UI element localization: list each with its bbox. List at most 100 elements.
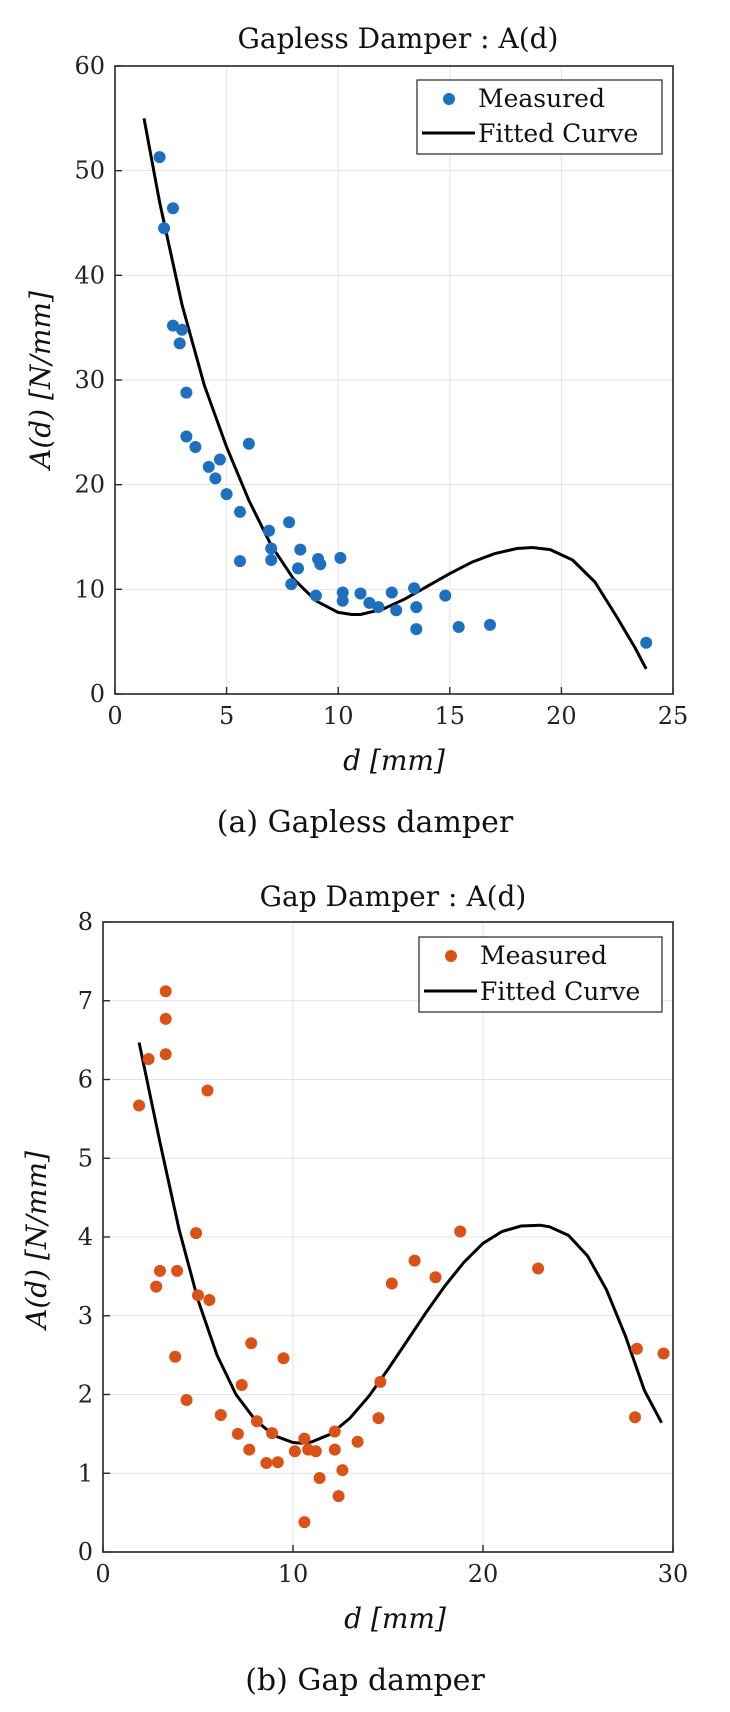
chart-b-title: Gap Damper : A(d) <box>260 880 527 913</box>
b-measured-point <box>243 1443 256 1456</box>
a-measured-point <box>173 337 186 350</box>
chart-a-legend: Measured Fitted Curve <box>416 79 663 155</box>
b-measured-point <box>351 1435 364 1448</box>
chart-b: Gap Damper : A(d) 0 10 20 30 0 1 2 3 4 5 6 7 8 Measu… <box>20 880 688 1698</box>
a-ytick-label-2: 20 <box>74 471 105 499</box>
a-measured-point <box>354 587 367 600</box>
b-measured-point <box>142 1053 155 1065</box>
b-ytick-label-1: 1 <box>78 1459 93 1487</box>
b-measured-point <box>313 1472 326 1484</box>
a-measured-point <box>334 551 347 564</box>
b-measured-point <box>429 1271 442 1284</box>
b-ytick-label-7: 7 <box>78 987 93 1015</box>
b-measured-point <box>214 1409 227 1421</box>
a-measured-point <box>167 202 179 215</box>
b-measured-point <box>328 1425 341 1438</box>
b-xtick-label-0: 0 <box>95 1560 110 1588</box>
b-measured-point <box>629 1411 641 1424</box>
b-measured-point <box>159 985 172 998</box>
b-measured-point <box>235 1379 248 1391</box>
b-measured-point <box>203 1294 216 1306</box>
chart-a-y-axis-label: A(d) [N/mm] <box>24 291 57 472</box>
a-ytick-label-6: 60 <box>74 52 105 80</box>
b-measured-point <box>231 1427 244 1440</box>
chart-b-caption: (b) Gap damper <box>245 1663 485 1698</box>
a-measured-point <box>265 542 278 555</box>
b-xtick-label-2: 20 <box>468 1560 499 1588</box>
a-measured-point <box>336 594 349 607</box>
b-measured-point <box>298 1516 311 1529</box>
b-measured-point <box>245 1337 258 1350</box>
b-measured-point <box>260 1457 273 1469</box>
a-measured-point <box>285 578 298 591</box>
b-measured-point <box>169 1350 182 1363</box>
b-ytick-label-4: 4 <box>78 1223 93 1251</box>
a-measured-point <box>153 151 166 164</box>
chart-a-legend-box <box>416 79 663 155</box>
chart-a: Gapless Damper : A(d) 0 5 10 15 20 25 0 10 20 30 4… <box>24 22 688 840</box>
a-measured-point <box>314 558 327 571</box>
b-measured-point <box>154 1264 166 1277</box>
a-ytick-label-1: 10 <box>74 575 105 603</box>
b-measured-point <box>374 1375 387 1388</box>
a-measured-point <box>167 319 179 332</box>
b-measured-point <box>298 1432 311 1445</box>
chart-b-axes-box <box>102 921 674 1553</box>
chart-a-x-axis-label: d [mm] <box>343 744 445 777</box>
a-measured-point <box>294 543 307 556</box>
a-measured-point <box>213 453 226 466</box>
b-measured-point <box>271 1456 284 1469</box>
b-measured-point <box>266 1427 279 1440</box>
a-measured-point <box>484 618 496 631</box>
b-measured-point <box>328 1443 341 1456</box>
a-measured-point <box>242 437 255 450</box>
b-measured-point <box>180 1394 193 1406</box>
b-measured-point <box>309 1445 322 1458</box>
a-measured-point <box>390 604 403 617</box>
b-ytick-label-2: 2 <box>78 1381 93 1409</box>
b-measured-point <box>372 1412 385 1425</box>
b-measured-point <box>630 1342 643 1355</box>
a-measured-point <box>363 596 376 609</box>
chart-b-tick-labels: 0 10 20 30 0 1 2 3 4 5 6 7 8 <box>78 908 689 1588</box>
a-measured-point <box>372 601 385 614</box>
b-measured-point <box>150 1280 163 1293</box>
a-measured-point <box>265 554 278 566</box>
chart-a-tick-labels: 0 5 10 15 20 25 0 10 20 30 40 50 60 <box>74 52 688 730</box>
a-measured-point <box>408 582 421 595</box>
chart-a-grid <box>114 65 674 695</box>
chart-a-axes-box <box>114 65 674 695</box>
b-measured-point <box>532 1262 545 1275</box>
b-ytick-label-5: 5 <box>78 1144 93 1172</box>
b-measured-point <box>159 1048 172 1061</box>
a-measured-point <box>336 586 349 599</box>
chart-b-grid <box>102 921 674 1553</box>
b-measured-point <box>133 1099 146 1112</box>
a-measured-point <box>209 472 222 485</box>
a-measured-point <box>410 601 423 614</box>
a-measured-point <box>439 589 452 602</box>
a-measured-point <box>292 562 304 575</box>
b-xtick-label-3: 30 <box>658 1560 689 1588</box>
a-measured-point <box>180 386 193 399</box>
a-measured-point <box>202 460 215 473</box>
a-measured-point <box>452 621 465 633</box>
b-ytick-label-3: 3 <box>78 1302 93 1330</box>
a-measured-point <box>189 441 202 453</box>
a-ytick-label-3: 30 <box>74 366 105 394</box>
a-ytick-label-5: 50 <box>74 157 105 185</box>
b-measured-point <box>277 1352 290 1365</box>
a-measured-point <box>180 430 193 443</box>
chart-b-fitted-curve <box>137 1042 663 1445</box>
b-xtick-label-1: 10 <box>278 1560 309 1588</box>
chart-b-legend-box <box>418 936 663 1013</box>
chart-a-legend-fit-label: Fitted Curve <box>478 119 638 148</box>
a-measured-point <box>158 222 171 235</box>
chart-a-measured-points <box>153 151 653 649</box>
b-measured-point <box>288 1445 301 1458</box>
a-measured-point <box>309 589 322 602</box>
chart-a-legend-measured-marker <box>443 93 455 105</box>
chart-b-y-axis-label: A(d) [N/mm] <box>20 1151 53 1332</box>
a-ytick-label-0: 0 <box>90 680 105 708</box>
